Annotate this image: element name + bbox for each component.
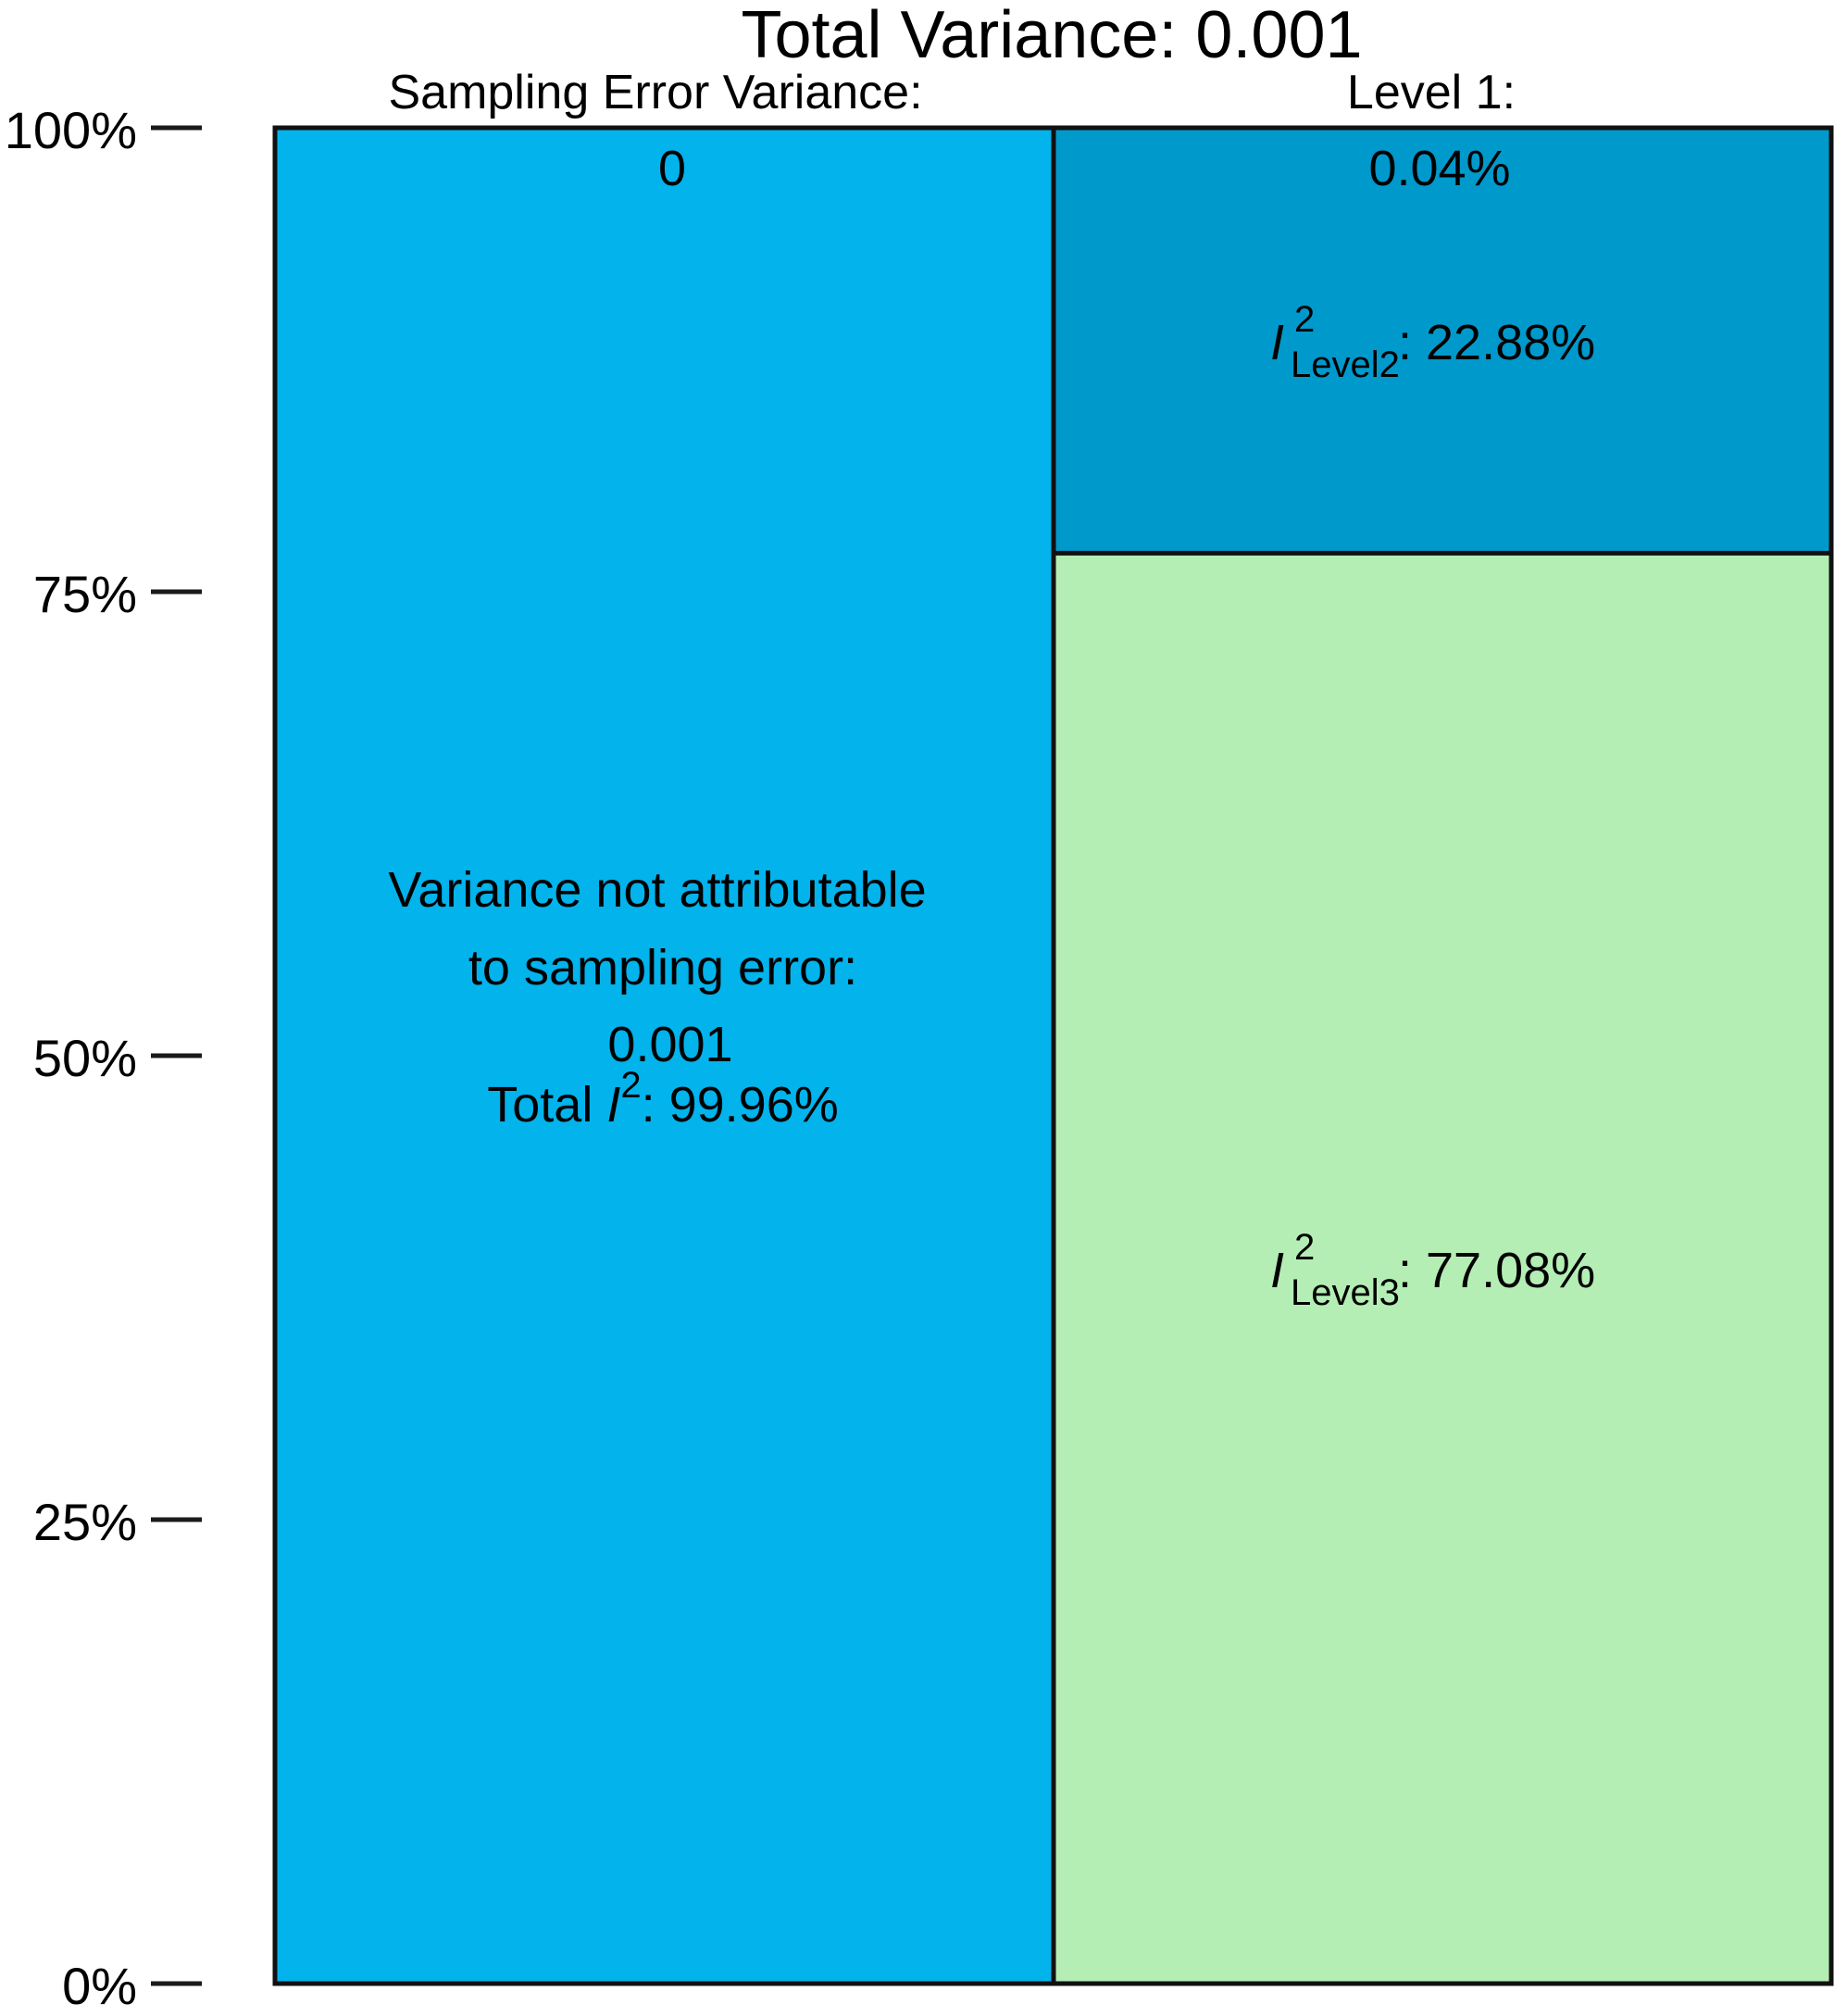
level2-i2-symbol: I bbox=[1270, 315, 1284, 370]
total-i2-prefix: Total bbox=[487, 1077, 606, 1133]
label-sampling-error-value: 0 bbox=[658, 141, 686, 196]
level3-i2-sup: 2 bbox=[1294, 1227, 1315, 1268]
column-border-1 bbox=[1051, 125, 1834, 1986]
column-header-level1: Level 1: bbox=[1347, 66, 1516, 119]
column-header-sampling-error: Sampling Error Variance: bbox=[388, 66, 922, 119]
level3-i2-sub: Level3 bbox=[1291, 1272, 1400, 1313]
segment-level3 bbox=[1054, 553, 1831, 1984]
label-total-i2: Total I2: 99.96% bbox=[487, 1065, 839, 1133]
label-not-attributable-line3: 0.001 bbox=[607, 1017, 732, 1072]
label-not-attributable-line2: to sampling error: bbox=[468, 940, 857, 995]
level2-i2-sup: 2 bbox=[1294, 299, 1315, 340]
chart-title: Total Variance: 0.001 bbox=[741, 0, 1362, 72]
level3-i2-value: : 77.08% bbox=[1398, 1243, 1595, 1298]
level2-i2-sub: Level2 bbox=[1291, 344, 1400, 385]
y-tick-label-0: 0% bbox=[62, 1957, 137, 2015]
segment-level2 bbox=[1054, 128, 1831, 554]
segment-not-attributable bbox=[275, 128, 1054, 1984]
y-tick-label-50: 50% bbox=[33, 1029, 137, 1087]
y-axis: 100% 75% 50% 25% 0% bbox=[5, 101, 202, 2015]
total-i2-value: : 99.96% bbox=[642, 1077, 839, 1133]
label-level3-i2: I 2 Level3 : 77.08% bbox=[1270, 1227, 1595, 1313]
total-i2-sup: 2 bbox=[620, 1065, 641, 1106]
label-level1-value: 0.04% bbox=[1368, 141, 1510, 196]
y-tick-label-25: 25% bbox=[33, 1493, 137, 1551]
level2-i2-value: : 22.88% bbox=[1398, 315, 1595, 370]
level3-i2-symbol: I bbox=[1270, 1243, 1284, 1298]
label-level2-i2: I 2 Level2 : 22.88% bbox=[1270, 299, 1595, 385]
y-tick-label-75: 75% bbox=[33, 565, 137, 623]
y-tick-label-100: 100% bbox=[5, 101, 137, 159]
segment-labels: 0 Variance not attributable to sampling … bbox=[388, 141, 1595, 1313]
total-i2-symbol: I bbox=[606, 1077, 620, 1133]
label-not-attributable-line1: Variance not attributable bbox=[388, 862, 926, 918]
